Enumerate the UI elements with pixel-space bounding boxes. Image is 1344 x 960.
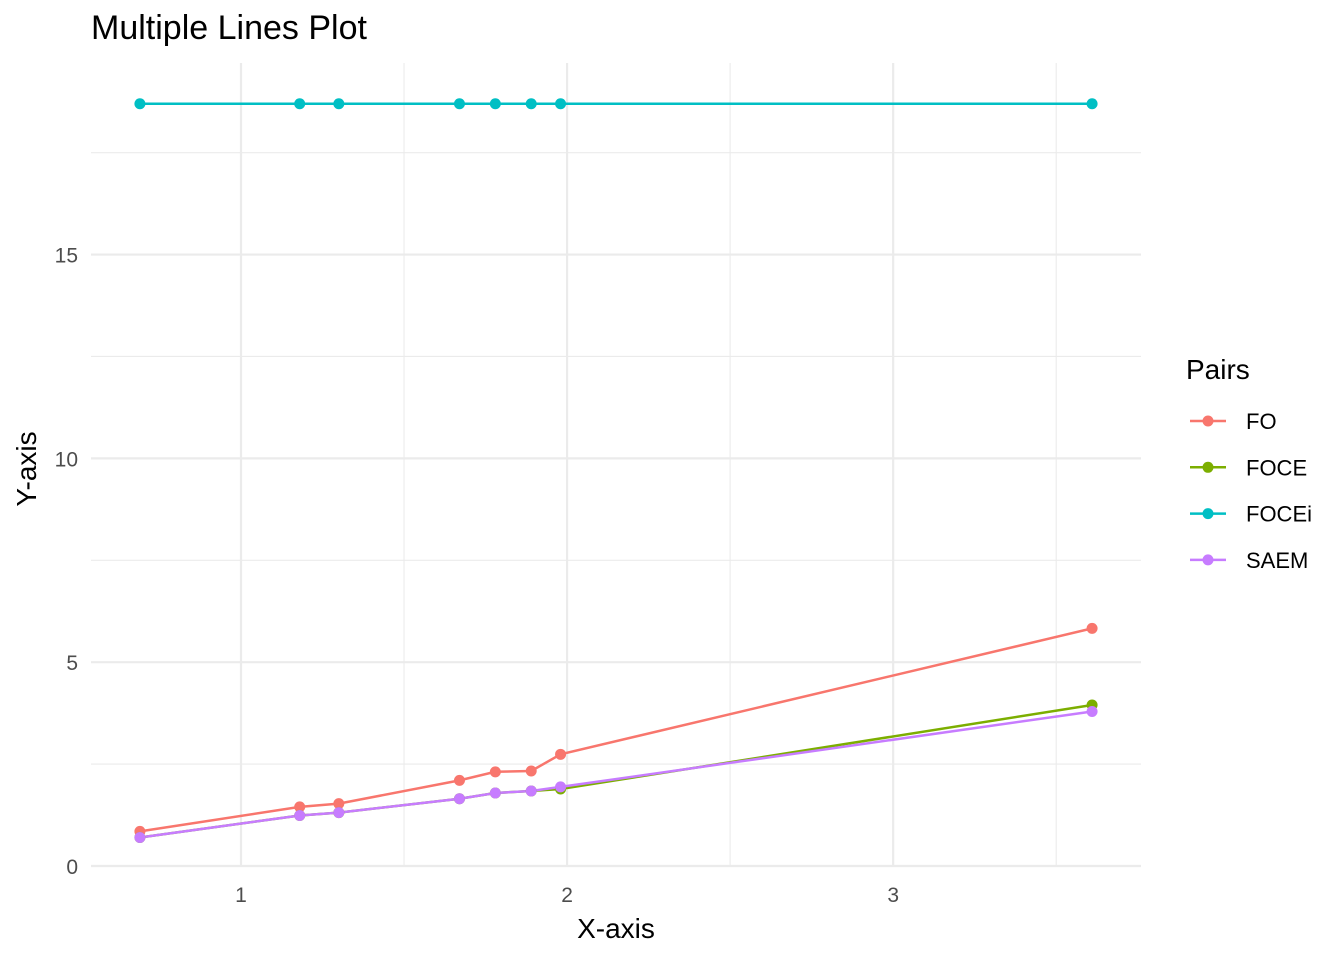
- data-point-fo: [555, 748, 567, 760]
- legend-key-point: [1202, 508, 1214, 520]
- legend-label: FOCE: [1246, 455, 1307, 480]
- data-point-focei: [453, 98, 465, 110]
- data-point-focei: [294, 98, 306, 110]
- legend-label: SAEM: [1246, 548, 1308, 573]
- data-point-fo: [525, 765, 537, 777]
- data-point-focei: [1086, 98, 1098, 110]
- chart-title: Multiple Lines Plot: [91, 9, 367, 47]
- x-tick-label: 1: [235, 884, 247, 907]
- grid: [91, 63, 1141, 868]
- data-point-fo: [453, 774, 465, 786]
- legend-title: Pairs: [1186, 354, 1250, 385]
- data-point-fo: [489, 766, 501, 778]
- data-point-saem: [294, 809, 306, 821]
- series-line-fo: [139, 627, 1093, 833]
- data-point-saem: [1086, 706, 1098, 718]
- y-tick-label: 0: [66, 856, 78, 879]
- data-point-fo: [294, 801, 306, 813]
- data-point-saem: [333, 807, 345, 819]
- data-point-fo: [1086, 622, 1098, 634]
- legend-label: FO: [1246, 409, 1277, 434]
- data-point-focei: [525, 98, 537, 110]
- legend: Pairs FO FOCE FOCEi SAEM: [1186, 354, 1312, 573]
- data-point-saem: [489, 787, 501, 799]
- x-axis-title: X-axis: [577, 913, 655, 944]
- x-tick-labels: 1 2 3: [235, 884, 899, 907]
- legend-label: FOCEi: [1246, 502, 1312, 527]
- y-tick-label: 15: [55, 245, 78, 268]
- legend-item-focei: FOCEi: [1190, 502, 1312, 527]
- legend-item-foce: FOCE: [1190, 455, 1307, 480]
- data-point-focei: [333, 98, 345, 110]
- y-axis-title: Y-axis: [11, 431, 42, 506]
- data-point-saem: [134, 831, 146, 843]
- data-point-saem: [525, 785, 537, 797]
- data-point-fo: [333, 798, 345, 810]
- y-tick-labels: 0 5 10 15: [55, 245, 78, 879]
- data-point-focei: [134, 98, 146, 110]
- legend-item-saem: SAEM: [1190, 548, 1308, 573]
- y-tick-label: 5: [66, 652, 78, 675]
- x-tick-label: 3: [887, 884, 899, 907]
- data-point-focei: [489, 98, 501, 110]
- legend-key-point: [1202, 415, 1214, 427]
- data-point-focei: [555, 98, 567, 110]
- y-tick-label: 10: [55, 448, 78, 471]
- series-lines: [139, 102, 1093, 839]
- legend-key-point: [1202, 554, 1214, 566]
- x-tick-label: 2: [561, 884, 573, 907]
- data-point-saem: [555, 781, 567, 793]
- legend-key-point: [1202, 461, 1214, 473]
- legend-item-fo: FO: [1190, 409, 1277, 434]
- series-points: [134, 98, 1098, 843]
- series-line-saem: [139, 710, 1093, 839]
- data-point-saem: [453, 793, 465, 805]
